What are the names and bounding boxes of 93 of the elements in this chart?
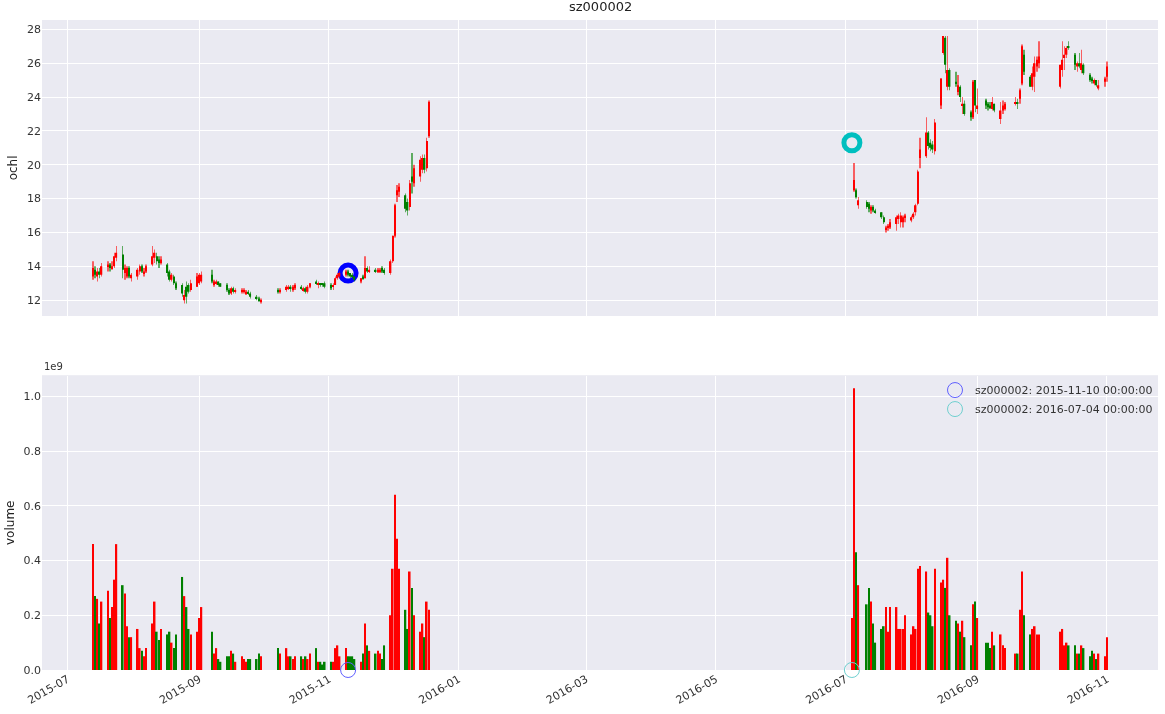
bar [190, 634, 192, 670]
bar [976, 618, 979, 670]
y-tick-label: 18 [27, 192, 41, 206]
bar [970, 645, 972, 670]
bar [853, 388, 855, 670]
bar [366, 645, 369, 670]
chart-title: sz000002 [569, 0, 633, 14]
bar [889, 607, 891, 670]
bar [1074, 645, 1076, 670]
bar [1023, 615, 1025, 670]
bar [200, 607, 203, 670]
bar [98, 623, 101, 670]
y-tick-label: 26 [27, 57, 41, 71]
bar [121, 585, 124, 670]
bar [991, 631, 993, 670]
bar [993, 645, 996, 670]
bar [285, 648, 288, 670]
candlestick [940, 78, 942, 109]
bar [904, 615, 906, 670]
bar [107, 590, 109, 670]
bar [1059, 631, 1062, 670]
bar [940, 582, 942, 670]
bar [1029, 634, 1032, 670]
text: 1e9 [44, 361, 63, 372]
bar [1106, 637, 1108, 670]
bar [279, 653, 281, 670]
bar [181, 576, 184, 670]
bar [362, 653, 364, 670]
bar [249, 659, 252, 670]
bar [942, 579, 945, 670]
y-tick-label: 28 [27, 23, 41, 37]
bar [885, 607, 887, 670]
bar [944, 587, 947, 670]
y-tick-label: 12 [27, 294, 41, 308]
bar [368, 650, 371, 670]
y-tick-label: 0.0 [23, 663, 41, 677]
candlestick [1019, 88, 1021, 104]
bar [1021, 571, 1023, 670]
bar [1061, 628, 1064, 670]
bar [411, 587, 413, 670]
bar [394, 494, 396, 670]
candlestick [428, 100, 430, 138]
y-axis-title: ochl [6, 155, 21, 181]
bar [855, 552, 857, 670]
bar [215, 648, 218, 670]
bar [155, 631, 158, 670]
bar [379, 653, 381, 670]
bar [360, 661, 362, 670]
bar [145, 648, 147, 670]
y-axis-title: volume [2, 500, 17, 546]
bar [959, 631, 962, 670]
candlestick [309, 283, 311, 289]
bar [425, 601, 428, 670]
legend-label: sz000002: 2016-07-04 00:00:00 [975, 403, 1153, 417]
bar [92, 544, 94, 670]
bar [211, 631, 213, 670]
y-tick-label: 1.0 [23, 390, 41, 404]
bar [294, 656, 296, 670]
bar [183, 596, 186, 670]
y-tick-label: 20 [27, 158, 41, 172]
bar [1095, 659, 1098, 670]
bar [241, 656, 243, 670]
bar [413, 615, 415, 670]
bar [315, 648, 318, 670]
y-tick-label: 0.4 [23, 554, 41, 568]
bar [872, 623, 874, 670]
legend-label: sz000002: 2015-11-10 00:00:00 [975, 384, 1153, 398]
bar [109, 618, 111, 670]
bar [1004, 648, 1006, 670]
y-tick-label: 0.2 [23, 609, 41, 623]
bar [309, 653, 311, 670]
y-tick-label: 14 [27, 260, 41, 274]
y-tick-label: 16 [27, 226, 41, 240]
bar [934, 568, 936, 670]
bar [277, 648, 279, 670]
candlestick [970, 110, 972, 121]
bar [175, 634, 177, 670]
bar [857, 585, 860, 670]
bar [383, 645, 386, 670]
y-tick-label: 0.8 [23, 444, 41, 458]
bar [345, 648, 347, 670]
bar [870, 601, 872, 670]
y-tick-label: 22 [27, 124, 41, 138]
bar [160, 628, 162, 670]
bar [124, 593, 126, 670]
y-tick-label: 0.6 [23, 499, 41, 513]
candlestick [919, 137, 921, 169]
bar [868, 587, 870, 670]
y-tick-label: 24 [27, 90, 41, 104]
bar [408, 571, 411, 670]
bar [364, 623, 366, 670]
bar [115, 544, 118, 670]
bar [925, 571, 928, 670]
